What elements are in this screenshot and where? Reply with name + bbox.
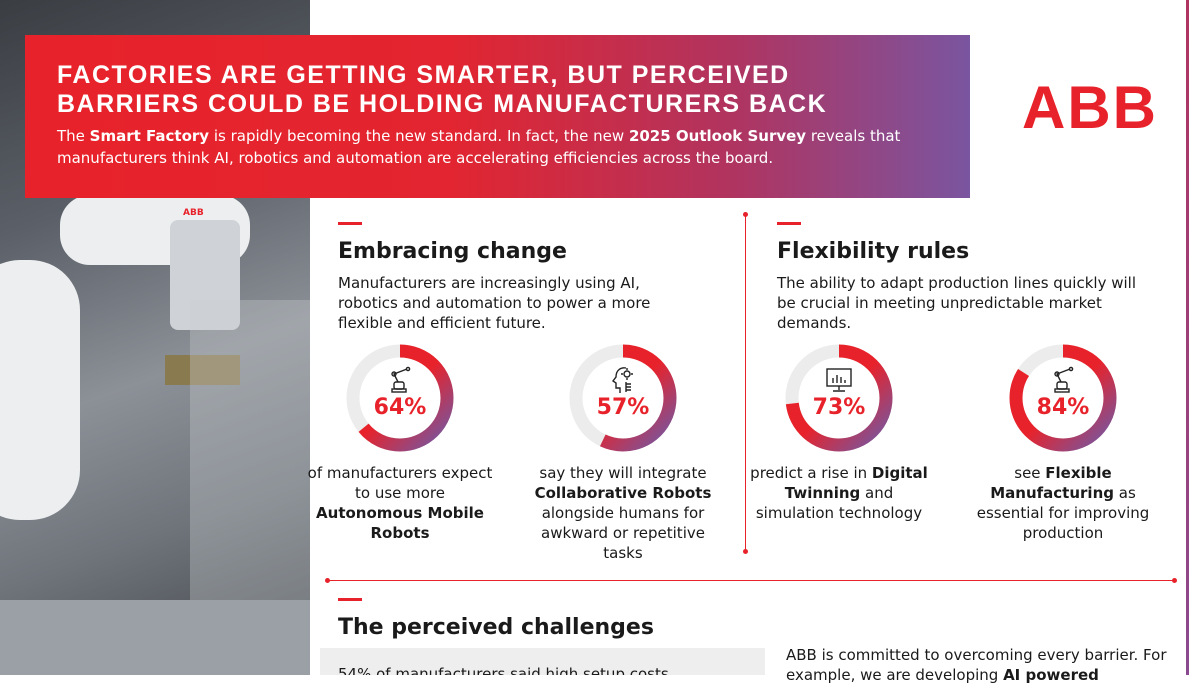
stat-percentage: 84% — [1036, 395, 1090, 420]
section-text: Manufacturers are increasingly using AI,… — [338, 274, 651, 332]
page-title: FACTORIES ARE GETTING SMARTER, BUT PERCE… — [57, 61, 828, 118]
section-title: The perceived challenges — [338, 615, 654, 640]
section-text: The ability to adapt production lines qu… — [777, 274, 1136, 332]
industrial-robot-icon — [1048, 365, 1078, 395]
donut-chart: 73% — [784, 343, 894, 453]
stat-caption: see Flexible Manufacturing as essential … — [976, 464, 1150, 542]
challenge-box: 54% of manufacturers said high setup cos… — [320, 648, 765, 675]
header-banner: FACTORIES ARE GETTING SMARTER, BUT PERCE… — [25, 35, 970, 198]
stat-caption: of manufacturers expect to use more Auto… — [307, 464, 493, 542]
donut-chart: 84% — [1008, 343, 1118, 453]
donut-chart: 64% — [345, 343, 455, 453]
stat-percentage: 57% — [596, 395, 650, 420]
accent-dash — [338, 598, 362, 601]
intro-text: The Smart Factory is rapidly becoming th… — [57, 127, 901, 167]
stat-percentage: 73% — [812, 395, 866, 420]
challenges-section: The perceived challenges — [338, 598, 738, 649]
monitor-chart-icon — [824, 365, 854, 395]
stat-caption: say they will integrate Collaborative Ro… — [534, 464, 712, 562]
abb-commitment-text: ABB is committed to overcoming every bar… — [786, 646, 1167, 684]
section-title: Flexibility rules — [777, 239, 970, 264]
section-title: Embracing change — [338, 239, 567, 264]
accent-dash — [338, 222, 362, 225]
embracing-section: Embracing change Manufacturers are incre… — [338, 222, 698, 333]
stat-caption: predict a rise in Digital Twinning and s… — [750, 464, 928, 522]
accent-dash — [777, 222, 801, 225]
stat-percentage: 64% — [373, 395, 427, 420]
flexibility-section: Flexibility rules The ability to adapt p… — [777, 222, 1147, 333]
donut-chart: 57% — [568, 343, 678, 453]
divider-dot — [743, 212, 748, 217]
donut-value-arc — [1009, 344, 1117, 452]
divider-dot — [325, 578, 330, 583]
donut-value-arc — [569, 344, 677, 452]
divider-dot — [1172, 578, 1177, 583]
donut-value-arc — [785, 344, 893, 452]
donut-value-arc — [346, 344, 454, 452]
vertical-divider — [745, 215, 746, 552]
horizontal-divider — [328, 580, 1176, 581]
industrial-robot-icon — [385, 365, 415, 395]
divider-dot — [743, 549, 748, 554]
robot-logo: ABB — [183, 208, 204, 218]
ai-head-icon — [608, 365, 638, 395]
edge-divider — [1186, 0, 1189, 675]
abb-logo: ABB — [1022, 74, 1158, 141]
